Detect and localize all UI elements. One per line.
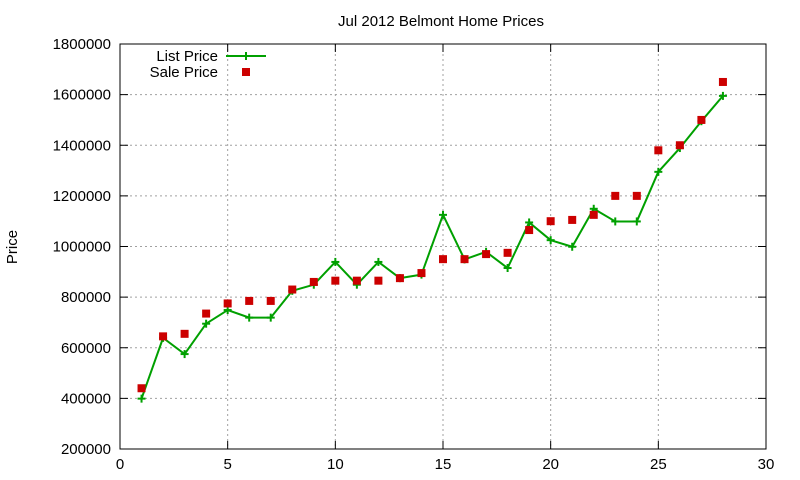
list-price-point [331,257,340,266]
legend-swatch-square [242,68,250,76]
axis-ticks: 0 5 10 15 20 25 30 200000 400000 600000 800000 1000… [53,36,775,473]
y-tick-label: 600000 [61,340,111,357]
x-tick-label: 20 [542,456,559,473]
legend-label: List Price [156,48,218,65]
list-price-point [718,91,727,100]
sale-price-point [525,226,534,235]
list-price-point [137,394,146,403]
grid [120,44,766,449]
x-tick-label: 10 [327,456,344,473]
x-tick-label: 15 [435,456,452,473]
x-tick-label: 5 [223,456,231,473]
sale-price-point [245,296,254,305]
sale-price-point [309,277,318,286]
sale-price-point [568,215,577,224]
list-price-point [266,313,275,322]
sale-price-point [632,191,641,200]
sale-price-point [266,296,275,305]
y-tick-label: 1800000 [53,36,111,53]
y-tick-label: 400000 [61,390,111,407]
legend-label: Sale Price [150,64,218,81]
list-price-point [374,257,383,266]
series-layer [137,77,727,403]
sale-price-point [331,276,340,285]
sale-price-point [654,146,663,155]
sale-price-point [395,274,404,283]
sale-price-point [503,248,512,257]
list-price-point [568,242,577,251]
sale-price-point [180,329,189,338]
list-price-point [525,218,534,227]
list-price-point [245,313,254,322]
list-price-point [503,264,512,273]
x-tick-label: 30 [758,456,775,473]
sale-price-point [611,191,620,200]
list-price-point [439,210,447,219]
x-tick-label: 0 [116,456,124,473]
y-axis-label: Price [4,230,21,264]
sale-price-point [675,141,684,150]
sale-price-point [697,115,706,124]
legend-swatch-marker [242,52,250,60]
sale-price-point [159,332,168,341]
sale-price-point [546,217,555,226]
chart-title: Jul 2012 Belmont Home Prices [338,13,544,30]
sale-price-point [589,210,598,219]
list-price-point [654,167,663,176]
list-price-point [180,350,189,359]
sale-price-point [460,255,469,264]
sale-price-point [352,276,361,285]
sale-price-point [417,269,426,278]
y-tick-label: 1400000 [53,137,111,154]
list-price-line [140,95,724,399]
list-price-point [632,217,641,226]
y-tick-label: 200000 [61,441,111,458]
sale-price-point [374,276,383,285]
y-tick-label: 1600000 [53,87,111,104]
y-tick-label: 1000000 [53,239,111,256]
list-price-point [202,319,211,328]
sale-price-point [718,77,727,86]
list-price-point [546,236,555,245]
y-tick-label: 800000 [61,289,111,306]
list-price-point [611,217,620,226]
y-tick-label: 1200000 [53,188,111,205]
sale-price-point [439,255,447,264]
sale-price-point [202,309,211,318]
x-tick-label: 25 [650,456,667,473]
sale-price-point [137,384,146,393]
sale-price-point [288,285,297,294]
sale-price-point [223,299,232,308]
sale-price-point [482,250,491,259]
